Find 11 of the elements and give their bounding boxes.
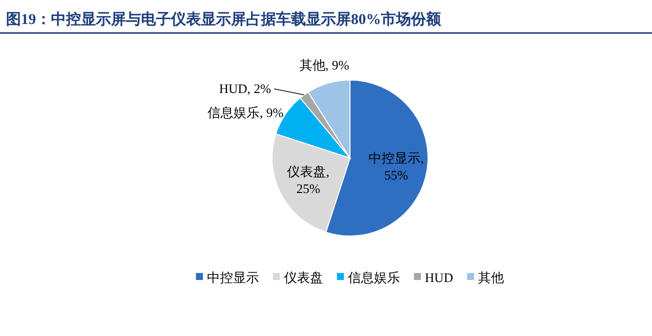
data-label: HUD, 2%	[219, 80, 272, 96]
legend-label: 其他	[478, 270, 504, 285]
legend-label: 中控显示	[206, 270, 259, 285]
legend-label: HUD	[424, 270, 454, 285]
legend-label: 仪表盘	[284, 270, 323, 285]
chart-title: 图19：中控显示屏与电子仪表显示屏占据车载显示屏80%市场份额	[6, 10, 442, 28]
data-label: 仪表盘, 25%	[287, 164, 330, 196]
data-label: 中控显示, 55%	[368, 150, 424, 182]
data-label: 信息娱乐, 9%	[208, 104, 284, 120]
data-label: 其他, 9%	[299, 58, 350, 73]
legend-label: 信息娱乐	[348, 270, 400, 285]
